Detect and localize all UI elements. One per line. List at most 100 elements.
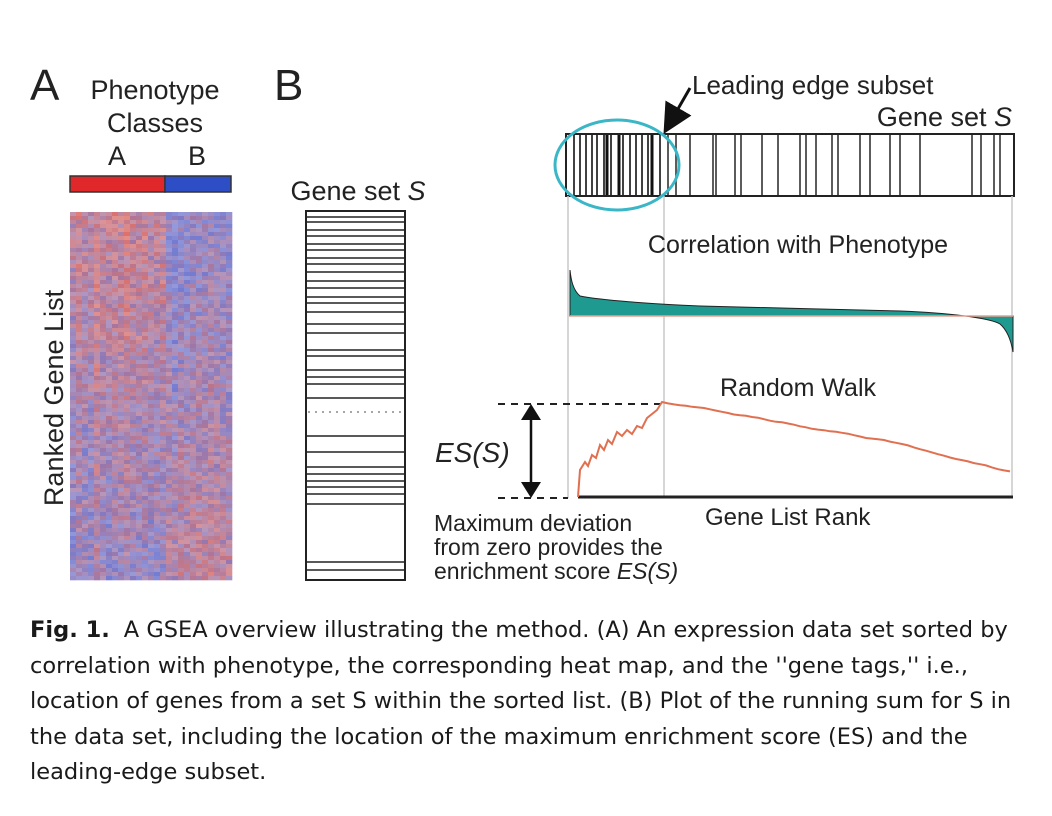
heatmap-cell xyxy=(76,536,83,541)
heatmap-cell xyxy=(70,412,77,417)
heatmap-cell xyxy=(148,228,155,233)
heatmap-cell xyxy=(94,412,101,417)
heatmap-cell xyxy=(184,280,191,285)
heatmap-cell xyxy=(202,548,209,553)
heatmap-cell xyxy=(220,224,227,229)
heatmap-cell xyxy=(94,276,101,281)
heatmap-cell xyxy=(82,464,89,469)
heatmap-cell xyxy=(190,268,197,273)
heatmap-cell xyxy=(214,504,221,509)
heatmap-cell xyxy=(154,412,161,417)
heatmap-cell xyxy=(112,284,119,289)
heatmap-cell xyxy=(118,532,125,537)
heatmap-cell xyxy=(202,340,209,345)
heatmap-cell xyxy=(130,376,137,381)
heatmap-cell xyxy=(118,244,125,249)
heatmap-cell xyxy=(124,412,131,417)
heatmap-cell xyxy=(88,336,95,341)
heatmap-cell xyxy=(124,568,131,573)
heatmap-cell xyxy=(136,332,143,337)
heatmap-cell xyxy=(154,524,161,529)
heatmap-cell xyxy=(94,560,101,565)
heatmap-cell xyxy=(220,376,227,381)
heatmap-cell xyxy=(196,264,203,269)
heatmap-cell xyxy=(220,540,227,545)
heatmap-cell xyxy=(172,452,179,457)
heatmap-cell xyxy=(124,272,131,277)
heatmap-cell xyxy=(160,360,167,365)
heatmap-cell xyxy=(100,572,107,577)
heatmap-cell xyxy=(118,428,125,433)
heatmap-cell xyxy=(202,448,209,453)
heatmap-cell xyxy=(166,300,173,305)
heatmap-cell xyxy=(106,328,113,333)
heatmap-cell xyxy=(124,456,131,461)
heatmap-cell xyxy=(82,500,89,505)
heatmap-cell xyxy=(214,268,221,273)
heatmap-cell xyxy=(82,532,89,537)
heatmap-cell xyxy=(76,316,83,321)
heatmap-cell xyxy=(184,264,191,269)
heatmap-cell xyxy=(214,232,221,237)
heatmap-cell xyxy=(136,460,143,465)
heatmap-cell xyxy=(178,484,185,489)
heatmap-cell xyxy=(82,304,89,309)
heatmap-cell xyxy=(148,340,155,345)
heatmap-cell xyxy=(130,536,137,541)
heatmap-cell xyxy=(172,556,179,561)
heatmap-cell xyxy=(214,368,221,373)
heatmap-cell xyxy=(82,324,89,329)
heatmap-cell xyxy=(100,428,107,433)
heatmap-cell xyxy=(118,248,125,253)
heatmap-cell xyxy=(190,488,197,493)
heatmap-cell xyxy=(148,472,155,477)
heatmap-cell xyxy=(214,248,221,253)
heatmap-cell xyxy=(166,372,173,377)
heatmap-cell xyxy=(82,232,89,237)
heatmap-cell xyxy=(124,292,131,297)
heatmap-cell xyxy=(94,280,101,285)
heatmap-cell xyxy=(214,456,221,461)
heatmap-cell xyxy=(160,276,167,281)
heatmap-cell xyxy=(160,528,167,533)
heatmap-cell xyxy=(190,276,197,281)
heatmap-cell xyxy=(172,436,179,441)
heatmap-cell xyxy=(160,512,167,517)
correlation-with-phenotype-label: Correlation with Phenotype xyxy=(648,231,948,259)
heatmap-cell xyxy=(220,272,227,277)
heatmap-cell xyxy=(130,456,137,461)
heatmap-cell xyxy=(106,388,113,393)
heatmap-cell xyxy=(208,300,215,305)
heatmap-cell xyxy=(226,428,233,433)
heatmap-cell xyxy=(82,348,89,353)
heatmap-cell xyxy=(190,480,197,485)
heatmap-cell xyxy=(196,516,203,521)
heatmap-cell xyxy=(154,456,161,461)
heatmap-cell xyxy=(208,544,215,549)
heatmap-cell xyxy=(106,520,113,525)
heatmap-cell xyxy=(136,292,143,297)
heatmap-cell xyxy=(70,492,77,497)
heatmap-cell xyxy=(208,440,215,445)
heatmap-cell xyxy=(178,320,185,325)
heatmap-cell xyxy=(136,520,143,525)
heatmap-cell xyxy=(88,468,95,473)
heatmap-cell xyxy=(76,284,83,289)
heatmap-cell xyxy=(148,504,155,509)
heatmap-cell xyxy=(148,532,155,537)
heatmap-cell xyxy=(172,264,179,269)
heatmap-cell xyxy=(82,448,89,453)
heatmap-cell xyxy=(112,252,119,257)
heatmap-cell xyxy=(190,508,197,513)
heatmap-cell xyxy=(76,360,83,365)
heatmap-cell xyxy=(166,360,173,365)
heatmap-cell xyxy=(106,364,113,369)
heatmap-cell xyxy=(202,480,209,485)
heatmap-cell xyxy=(82,364,89,369)
heatmap-cell xyxy=(184,272,191,277)
heatmap-cell xyxy=(130,408,137,413)
heatmap-cell xyxy=(220,488,227,493)
heatmap-cell xyxy=(154,440,161,445)
heatmap-cell xyxy=(100,292,107,297)
heatmap-cell xyxy=(88,400,95,405)
